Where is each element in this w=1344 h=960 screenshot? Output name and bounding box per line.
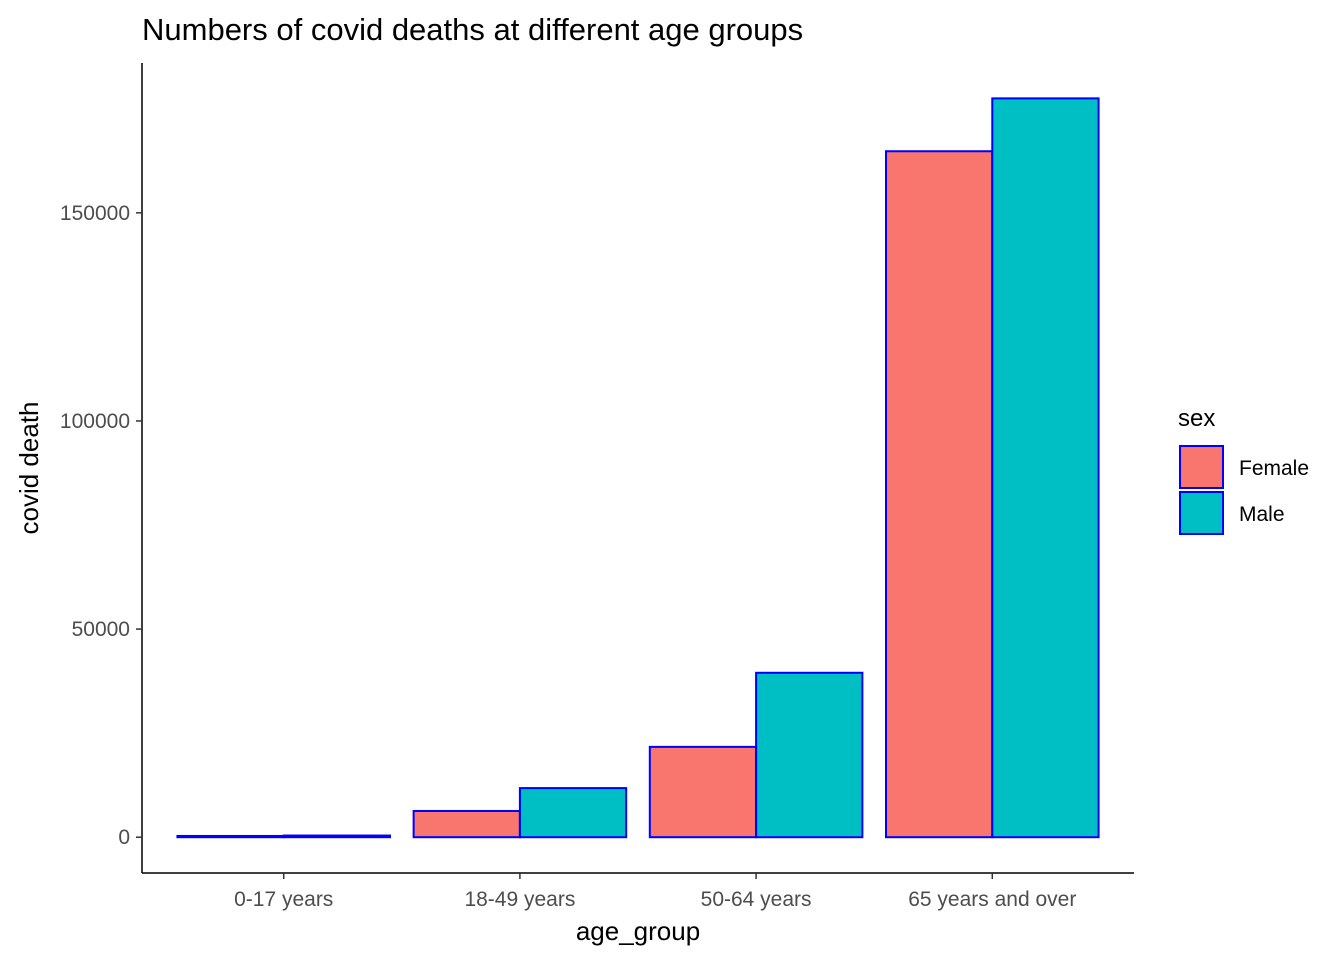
x-tick-label: 65 years and over: [908, 888, 1076, 911]
x-tick-label: 18-49 years: [464, 888, 575, 911]
bar-female-50-64-years: [648, 745, 758, 839]
bar-female-18-49-years: [412, 809, 521, 839]
legend-key-male: [1179, 491, 1224, 535]
bar-male-0-17-years: [282, 834, 392, 839]
plot-area: [176, 97, 1100, 839]
legend-label-female: Female: [1239, 457, 1309, 480]
legend-key-female: [1179, 445, 1224, 489]
y-axis-ticks: 0 50000 100000 150000: [60, 202, 142, 849]
y-tick-label: 100000: [60, 410, 130, 433]
legend-title: sex: [1178, 405, 1215, 432]
legend: sex Female Male: [1178, 405, 1309, 535]
x-tick-label: 0-17 years: [234, 888, 333, 911]
y-tick-label: 150000: [60, 202, 130, 225]
x-axis-title: age_group: [576, 916, 700, 946]
legend-label-male: Male: [1239, 503, 1285, 526]
y-axis-title: covid death: [14, 402, 44, 535]
bar-male-50-64-years: [755, 671, 864, 839]
bar-male-65-years-and-over: [991, 97, 1100, 839]
bar-male-18-49-years: [518, 787, 628, 839]
x-tick-label: 50-64 years: [701, 888, 812, 911]
chart-title: Numbers of covid deaths at different age…: [142, 12, 803, 47]
x-axis-ticks: 0-17 years 18-49 years 50-64 years 65 years…: [234, 873, 1076, 911]
y-tick-label: 0: [118, 826, 130, 849]
bar-female-0-17-years: [176, 834, 285, 839]
bar-female-65-years-and-over: [885, 150, 994, 839]
y-tick-label: 50000: [72, 618, 130, 641]
